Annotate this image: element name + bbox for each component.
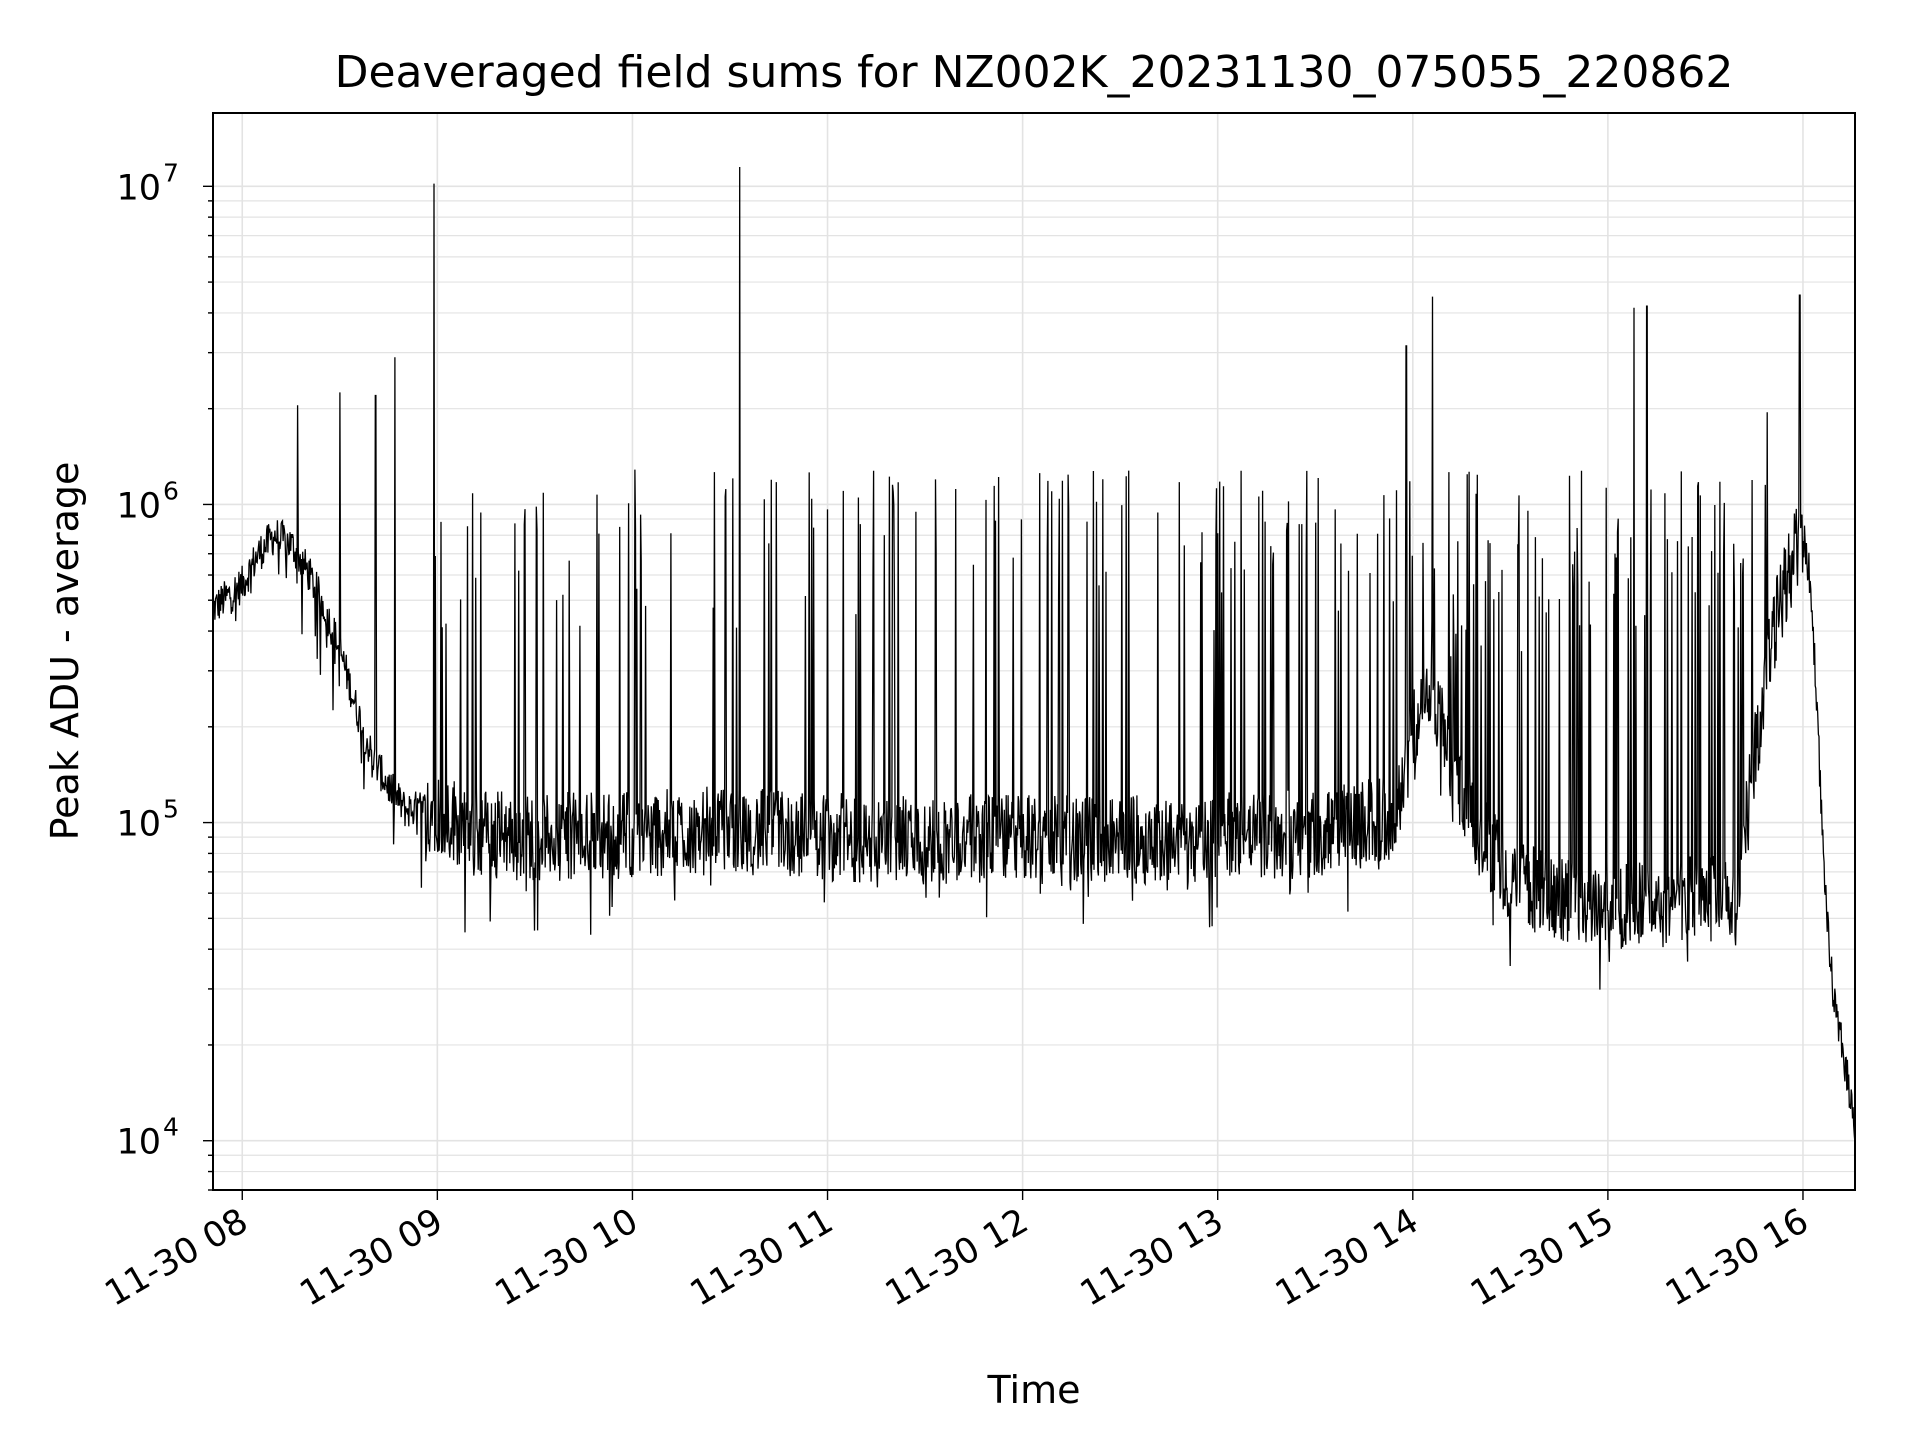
- y-tick-exponent: 4: [163, 1113, 179, 1142]
- y-tick-label: 10: [116, 1123, 161, 1163]
- y-tick-exponent: 6: [163, 476, 179, 505]
- chart-title: Deaveraged field sums for NZ002K_2023113…: [335, 47, 1734, 98]
- y-tick-label: 10: [116, 168, 161, 208]
- y-tick-exponent: 7: [163, 158, 179, 187]
- y-tick-exponent: 5: [163, 795, 179, 824]
- y-tick-label: 10: [116, 805, 161, 845]
- y-axis-label: Peak ADU - average: [43, 462, 87, 841]
- plot-area: [212, 166, 1856, 1144]
- x-axis-label: Time: [987, 1368, 1081, 1412]
- series-line: [212, 166, 1856, 1144]
- axes-frame: [212, 112, 1856, 1191]
- y-tick-label: 10: [116, 486, 161, 526]
